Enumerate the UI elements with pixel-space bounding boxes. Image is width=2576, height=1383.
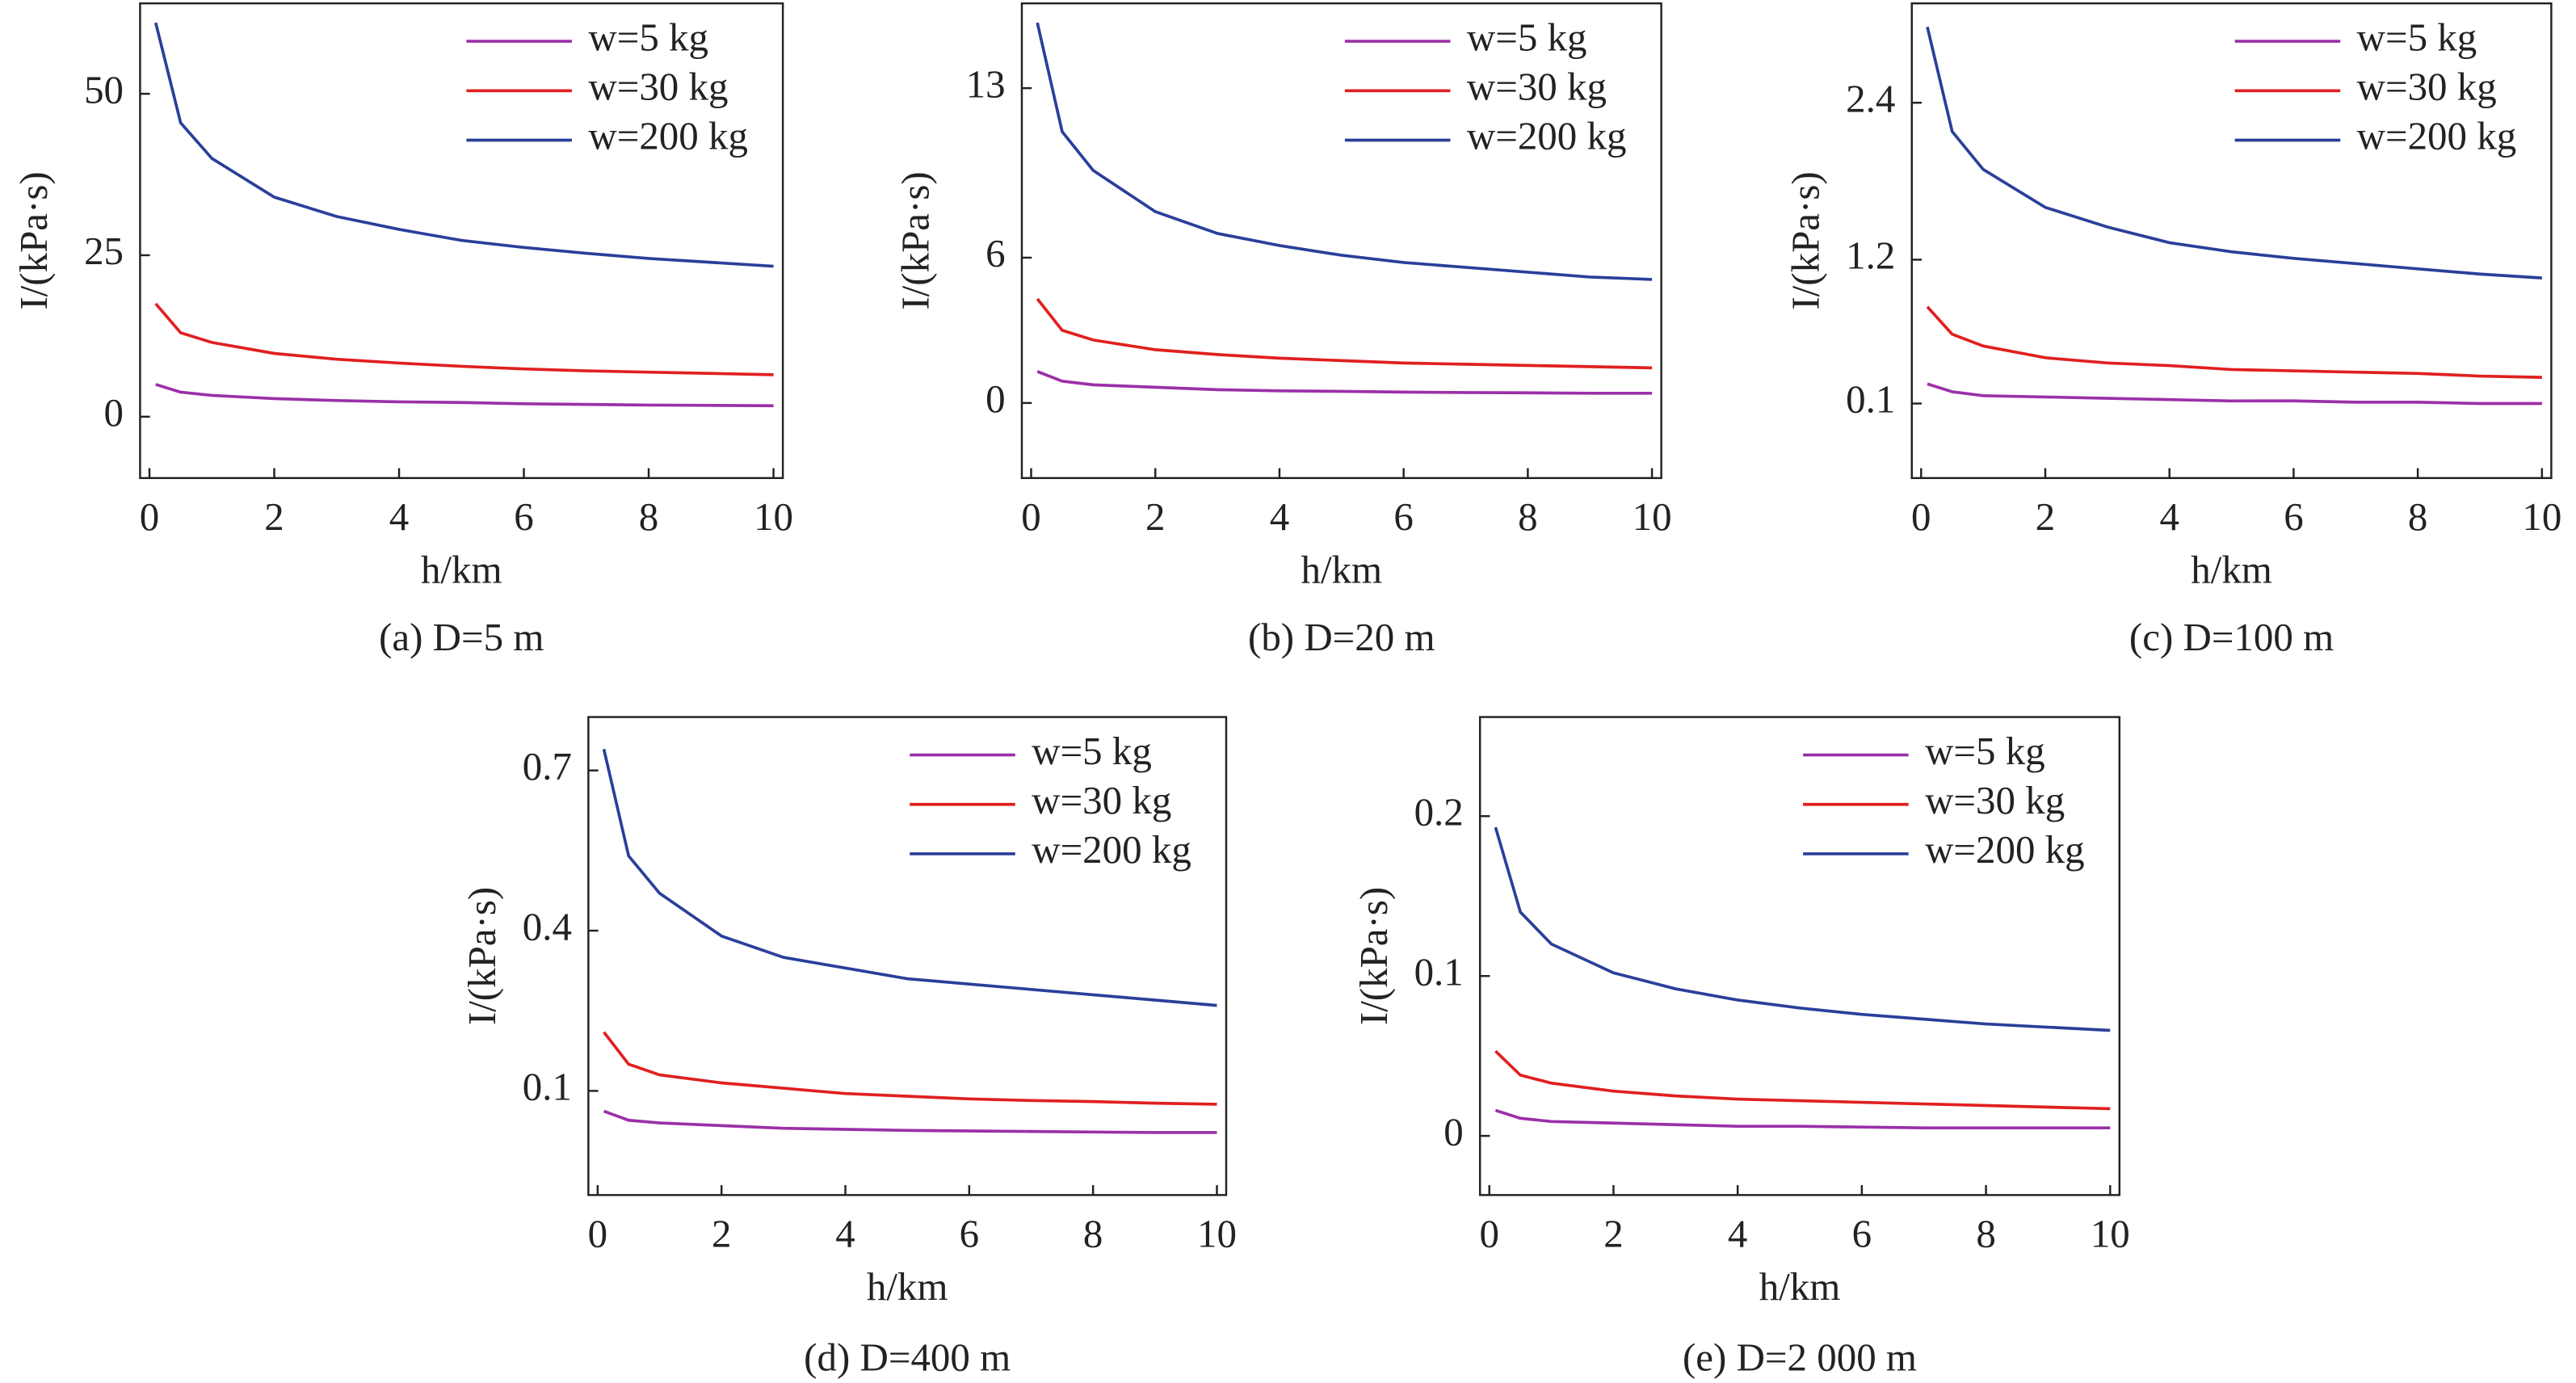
legend-label: w=30 kg [1467,65,1607,109]
x-tick-label: 6 [1852,1212,1872,1256]
legend-label: w=30 kg [2357,65,2497,109]
x-tick-label: 2 [264,494,284,539]
legend-label: w=5 kg [1467,15,1587,59]
legend-label: w=5 kg [588,15,708,59]
x-tick-label: 0 [1021,494,1040,539]
caption: (c) D=100 m [2129,615,2334,659]
legend-label: w=200 kg [588,114,748,158]
y-tick-label: 0 [104,390,124,435]
data-line [155,383,774,408]
data-line [1927,382,2542,406]
plot-frame [587,716,1228,1196]
x-tick-label: 6 [514,494,533,539]
data-line [603,1109,1217,1134]
x-tick-label: 10 [2522,494,2561,539]
x-tick-label: 8 [2408,494,2427,539]
x-tick-label: 0 [1911,494,1931,539]
x-tick-label: 10 [2091,1212,2130,1256]
legend-label: w=30 kg [588,65,728,109]
y-tick-label: 25 [84,229,124,273]
data-line [1036,22,1653,281]
x-axis-label: h/km [867,1264,948,1309]
data-line [1036,297,1653,370]
x-axis-label: h/km [1759,1264,1841,1309]
y-axis-label: I/(kPa·s) [893,171,938,309]
plot-frame [1910,2,2553,480]
data-line [1036,370,1653,395]
data-line [1494,826,2111,1032]
x-tick-label: 8 [639,494,658,539]
legend-label: w=200 kg [1032,827,1191,872]
caption: (d) D=400 m [804,1335,1011,1380]
x-tick-label: 6 [2284,494,2303,539]
y-tick-label: 6 [985,231,1005,275]
data-line [1926,26,2542,280]
x-tick-label: 2 [1603,1212,1623,1256]
y-tick-label: 13 [966,61,1006,106]
x-tick-label: 10 [754,494,793,539]
data-line [1926,305,2542,379]
x-axis-label: h/km [421,547,502,591]
y-tick-label: 0.7 [523,744,572,788]
y-axis-label: I/(kPa·s) [1783,171,1827,309]
x-tick-label: 6 [1393,494,1413,539]
y-tick-label: 50 [84,67,124,111]
legend-label: w=30 kg [1032,778,1171,822]
x-tick-label: 0 [588,1212,607,1256]
x-tick-label: 0 [140,494,159,539]
y-tick-label: 0.2 [1414,790,1464,834]
x-tick-label: 8 [1976,1212,1995,1256]
legend-label: w=5 kg [1032,729,1152,773]
data-line [1494,1049,2111,1111]
plot-frame [1478,716,2121,1196]
y-tick-label: 0 [985,376,1005,421]
caption: (a) D=5 m [379,615,544,659]
y-tick-label: 0.1 [1414,949,1464,994]
data-line [1494,1108,2111,1130]
plot-frame [1020,2,1662,480]
x-tick-label: 4 [1270,494,1289,539]
x-tick-label: 4 [1728,1212,1747,1256]
y-tick-label: 0.1 [523,1065,572,1109]
y-tick-label: 0 [1443,1109,1463,1154]
legend-label: w=200 kg [2357,114,2517,158]
x-tick-label: 4 [2159,494,2179,539]
x-tick-label: 4 [835,1212,855,1256]
x-tick-label: 10 [1633,494,1672,539]
y-tick-label: 0.1 [1846,377,1895,422]
x-tick-label: 4 [389,494,409,539]
x-tick-label: 2 [712,1212,731,1256]
plot-frame [139,2,784,480]
data-line [153,22,774,268]
data-line [603,1031,1217,1106]
y-tick-label: 2.4 [1846,76,1895,120]
legend-label: w=200 kg [1467,114,1627,158]
x-axis-label: h/km [2191,547,2272,591]
x-tick-label: 10 [1197,1212,1237,1256]
x-tick-label: 6 [960,1212,979,1256]
y-tick-label: 0.4 [523,904,572,948]
x-tick-label: 8 [1083,1212,1103,1256]
legend-label: w=5 kg [2357,15,2477,59]
caption: (b) D=20 m [1248,615,1435,659]
x-tick-label: 2 [2036,494,2055,539]
legend-label: w=5 kg [1925,729,2045,773]
legend-label: w=200 kg [1925,827,2085,872]
y-axis-label: I/(kPa·s) [1351,887,1396,1025]
y-axis-label: I/(kPa·s) [460,887,504,1025]
caption: (e) D=2 000 m [1683,1335,1917,1380]
x-tick-label: 0 [1479,1212,1498,1256]
y-tick-label: 1.2 [1846,233,1895,278]
y-axis-label: I/(kPa·s) [11,171,56,309]
x-tick-label: 2 [1145,494,1165,539]
x-tick-label: 8 [1518,494,1537,539]
data-line [602,748,1217,1007]
legend-label: w=30 kg [1925,778,2065,822]
x-axis-label: h/km [1301,547,1382,591]
data-line [154,302,774,376]
